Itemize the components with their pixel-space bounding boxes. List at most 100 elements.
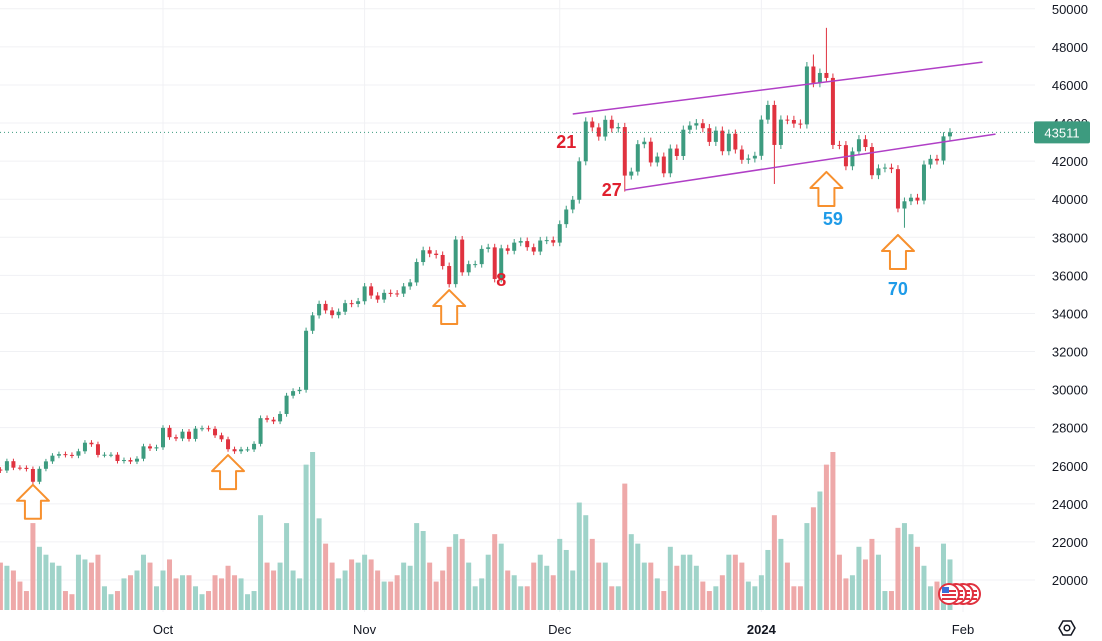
price-tick-label: 50000 [1052, 2, 1088, 17]
candle-body [265, 418, 270, 420]
volume-bar [180, 575, 186, 610]
volume-bar [648, 562, 654, 610]
candle-body [785, 119, 790, 121]
candle-body [746, 158, 751, 160]
volume-bar [323, 543, 329, 610]
volume-bar [466, 562, 472, 610]
volume-bar [427, 562, 433, 610]
volume-bar [908, 534, 914, 610]
candle-body [674, 148, 679, 156]
candle-body [928, 158, 933, 165]
candle-body [193, 428, 198, 439]
volume-bar [82, 559, 88, 610]
candle-body [811, 66, 816, 83]
volume-bar [687, 554, 693, 610]
candle-body [583, 121, 588, 162]
candle-body [330, 310, 335, 316]
volume-bar [49, 562, 55, 610]
volume-bar [127, 575, 133, 610]
candles [0, 27, 952, 485]
candle-body [382, 292, 387, 300]
volume-bar [518, 586, 524, 610]
volume-bar [830, 452, 836, 610]
candle-body [369, 286, 374, 296]
volume-bar [199, 594, 205, 610]
settings-hexagon-icon[interactable] [1058, 620, 1076, 636]
candle-body [427, 250, 432, 254]
volume-bar [869, 538, 875, 610]
candle-body [700, 123, 705, 129]
volume-bar [524, 586, 530, 610]
volume-bar [654, 578, 660, 610]
up-arrow-icon [432, 289, 467, 326]
trend-lines[interactable] [0, 61, 1035, 191]
candle-body [635, 144, 640, 172]
candle-body [323, 303, 328, 311]
candle-body [804, 66, 809, 125]
candle-body [0, 469, 3, 471]
candle-body [681, 129, 686, 156]
candle-body [434, 253, 439, 255]
candle-body [616, 127, 621, 129]
volume-bar [420, 531, 426, 610]
candle-body [538, 240, 543, 252]
volume-bar [927, 586, 933, 610]
price-tick-label: 40000 [1052, 192, 1088, 207]
volume-bar [667, 546, 673, 610]
candle-body [17, 467, 22, 469]
candle-body [479, 248, 484, 265]
candle-body [24, 467, 29, 469]
candle-body [713, 130, 718, 142]
candle-body [707, 128, 712, 142]
volume-bar [901, 523, 907, 610]
volume-bars [0, 452, 953, 610]
candle-body [37, 468, 42, 482]
volume-bar [75, 554, 81, 610]
volume-bar [479, 578, 485, 610]
candle-body [570, 199, 575, 210]
candle-body [50, 455, 55, 462]
text-annotations: 21 27 8 59 70 [496, 132, 908, 299]
time-tick-label: Nov [353, 622, 377, 637]
volume-bar [810, 507, 816, 610]
candle-body [726, 133, 731, 152]
candle-body [902, 201, 907, 209]
annotation-label: 8 [496, 270, 506, 290]
volume-bar [576, 502, 582, 610]
price-axis[interactable]: 20000 22000 24000 26000 28000 30000 32000 34000… [1034, 2, 1090, 588]
volume-bar [862, 559, 868, 610]
flag-stripe [942, 594, 956, 596]
channel-lower-line [624, 133, 996, 191]
volume-bar [511, 575, 517, 610]
volume-bar [329, 562, 335, 610]
volume-bar [719, 575, 725, 610]
volume-bar [4, 565, 10, 610]
candle-body [226, 439, 231, 450]
volume-bar [752, 586, 758, 610]
candle-body [141, 446, 146, 459]
last-price-label: 43511 [1044, 125, 1079, 140]
time-axis[interactable]: Oct Nov Dec 2024 Feb [153, 622, 974, 637]
candle-body [356, 301, 361, 304]
candle-body [401, 286, 406, 294]
candle-body [395, 293, 400, 295]
event-flags[interactable] [938, 583, 981, 605]
volume-bar [173, 578, 179, 610]
volume-bar [30, 523, 36, 610]
price-tick-label: 20000 [1052, 573, 1088, 588]
volume-bar [238, 578, 244, 610]
candle-body [284, 395, 289, 414]
candle-body [121, 460, 126, 462]
volume-bar [381, 581, 387, 610]
price-tick-label: 26000 [1052, 459, 1088, 474]
candle-body [817, 72, 822, 83]
volume-bar [882, 591, 888, 610]
candle-body [830, 77, 835, 145]
candle-body [291, 391, 296, 396]
grid [0, 0, 1035, 612]
volume-bar [849, 575, 855, 610]
volume-bar [921, 565, 927, 610]
volume-bar [342, 570, 348, 610]
volume-bar [602, 562, 608, 610]
